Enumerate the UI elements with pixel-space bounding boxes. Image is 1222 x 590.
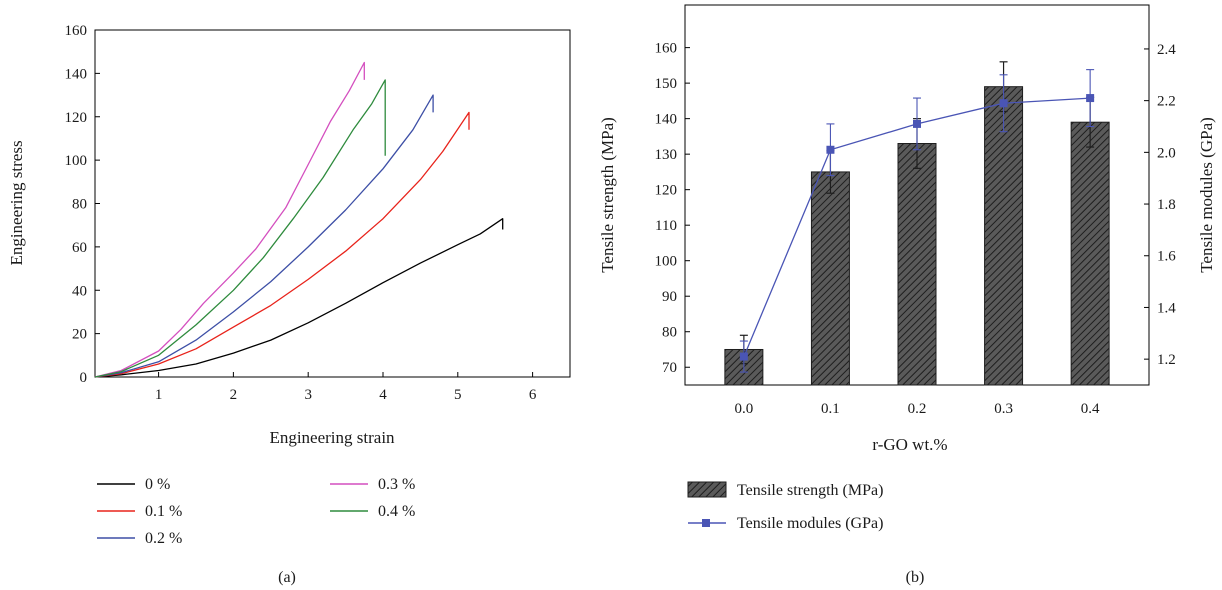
y-tick-label: 160 — [655, 41, 678, 57]
modulus-marker — [999, 99, 1008, 108]
y2-tick-label: 2.4 — [1157, 42, 1176, 58]
legend-label: 0.2 % — [145, 530, 182, 547]
y-tick-label: 70 — [662, 360, 677, 376]
legend-label: 0.1 % — [145, 503, 182, 520]
panel-b-legend: Tensile strength (MPa) Tensile modules (G… — [687, 481, 883, 532]
x-tick-label: 3 — [304, 387, 312, 403]
series-line-04 — [94, 79, 386, 378]
legend-swatch-bar — [687, 481, 727, 498]
y-tick-label: 40 — [72, 283, 87, 299]
y-tick-label: 80 — [662, 325, 677, 341]
panel-b-xlabel: r-GO wt.% — [872, 435, 947, 454]
y2-tick-label: 1.2 — [1157, 352, 1176, 368]
panel-a-ticks: 0 20 40 60 80 100 120 140 160 1 2 3 4 5 6 — [65, 23, 537, 403]
modulus-marker — [913, 119, 921, 128]
y-tick-label: 160 — [65, 23, 88, 39]
y-tick-label: 110 — [655, 218, 677, 234]
legend-label: 0 % — [145, 476, 170, 493]
modulus-marker — [1086, 94, 1095, 103]
legend-label: Tensile strength (MPa) — [737, 482, 883, 499]
y-tick-label: 120 — [65, 110, 88, 126]
modulus-marker — [739, 352, 748, 361]
x-tick-label: 2 — [230, 387, 238, 403]
strength-bar — [1070, 121, 1110, 386]
modulus-marker — [826, 145, 835, 154]
strength-bar — [897, 143, 937, 386]
panel-a-legend: 0 % 0.1 % 0.2 % 0.3 % 0.4 % — [97, 476, 415, 547]
series-line-03 — [94, 61, 365, 378]
y-tick-label: 20 — [72, 327, 87, 343]
panel-a-line-chart: 0 20 40 60 80 100 120 140 160 1 2 3 4 5 6 Engineering … — [7, 23, 571, 586]
y2-tick-label: 1.4 — [1157, 300, 1176, 316]
y-tick-label: 120 — [655, 183, 678, 199]
series-line-02 — [94, 94, 434, 378]
panel-a-ylabel: Engineering stress — [7, 140, 26, 265]
legend-label: 0.3 % — [378, 476, 415, 493]
x-tick-label: 0.4 — [1081, 401, 1100, 417]
panel-b-ylabel-right: Tensile modules (GPa) — [1197, 117, 1216, 273]
y-tick-label: 140 — [655, 112, 678, 128]
legend-label: 0.4 % — [378, 503, 415, 520]
y2-tick-label: 1.8 — [1157, 197, 1176, 213]
y-tick-label: 130 — [655, 147, 678, 163]
y2-tick-label: 1.6 — [1157, 249, 1176, 265]
panel-b-bar-line-chart: 70 80 90 100 110 120 130 140 150 160 1.2 1.4 1.6 1.8 2… — [598, 4, 1216, 586]
x-tick-label: 0.2 — [908, 401, 927, 417]
panel-b-bars — [724, 61, 1110, 386]
panel-b-ticks: 70 80 90 100 110 120 130 140 150 160 1.2 1.4 1.6 1.8 2… — [655, 41, 1177, 417]
panel-a-plot-frame — [94, 29, 571, 378]
strength-bar — [810, 171, 850, 386]
x-tick-label: 0.0 — [734, 401, 753, 417]
x-tick-label: 6 — [529, 387, 537, 403]
y-tick-label: 150 — [655, 76, 678, 92]
series-line-01 — [94, 111, 470, 378]
panel-a-series — [94, 61, 504, 378]
panel-b-modulus-line — [739, 69, 1095, 373]
y-tick-label: 60 — [72, 240, 87, 256]
y-tick-label: 100 — [65, 153, 88, 169]
strength-bar — [984, 86, 1024, 386]
y-tick-label: 140 — [65, 66, 88, 82]
y2-tick-label: 2.2 — [1157, 94, 1176, 110]
series-line-0 — [94, 218, 504, 378]
x-tick-label: 0.1 — [821, 401, 840, 417]
x-tick-label: 0.3 — [994, 401, 1013, 417]
x-tick-label: 5 — [454, 387, 462, 403]
panel-a-label: (a) — [278, 569, 296, 586]
x-tick-label: 1 — [155, 387, 163, 403]
y-tick-label: 90 — [662, 289, 677, 305]
y-tick-label: 0 — [80, 370, 88, 386]
y-tick-label: 80 — [72, 197, 87, 213]
y-tick-label: 100 — [655, 254, 678, 270]
legend-swatch-marker — [702, 519, 710, 527]
panel-a-xlabel: Engineering strain — [269, 428, 395, 447]
panel-b-ylabel-left: Tensile strength (MPa) — [598, 117, 617, 273]
legend-label: Tensile modules (GPa) — [737, 515, 883, 532]
y2-tick-label: 2.0 — [1157, 145, 1176, 161]
panel-b-label: (b) — [906, 569, 925, 586]
x-tick-label: 4 — [379, 387, 387, 403]
